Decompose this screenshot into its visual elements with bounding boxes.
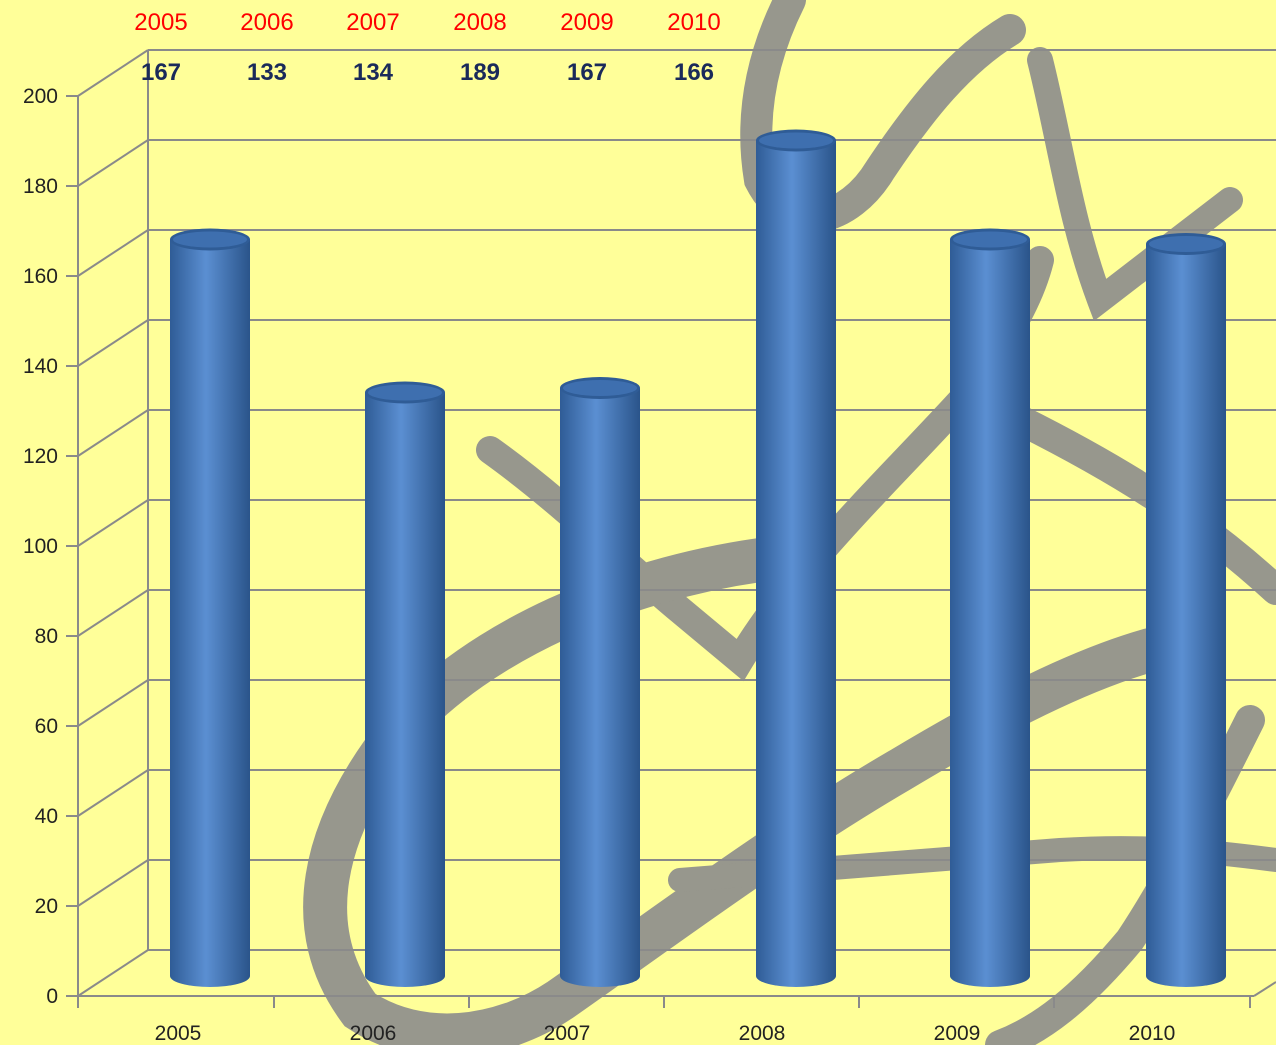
header-value: 134 <box>353 59 394 86</box>
y-axis: 0 20 40 60 80 100 120 140 160 180 200 <box>23 85 79 1008</box>
bar-cap-highlight <box>368 384 442 401</box>
header-year: 2008 <box>453 9 506 36</box>
bar-2008 <box>756 129 836 987</box>
gridline-depth <box>77 949 149 997</box>
bar-cap-highlight <box>563 380 637 396</box>
bar-body <box>365 392 445 987</box>
y-tick-label: 120 <box>23 445 58 468</box>
gridline-depth <box>77 679 149 727</box>
bar-body <box>756 140 836 987</box>
bar-body <box>1146 244 1226 987</box>
gridline-depth <box>77 499 149 547</box>
bars <box>170 129 1226 987</box>
header-year: 2009 <box>560 9 613 36</box>
x-tick-label: 2009 <box>934 1022 981 1045</box>
bar-cap-highlight <box>1149 236 1223 252</box>
header-year: 2006 <box>240 9 293 36</box>
gridline-depth <box>77 229 149 277</box>
header-years: 2005 2006 2007 2008 2009 2010 <box>134 9 720 36</box>
bar-2006 <box>365 381 445 987</box>
y-tick-label: 200 <box>23 85 58 108</box>
header-value: 189 <box>460 59 500 86</box>
y-tick-label: 160 <box>23 265 58 288</box>
x-tick-label: 2008 <box>739 1022 786 1045</box>
x-tick-label: 2005 <box>155 1022 202 1045</box>
y-tick-label: 0 <box>46 985 58 1008</box>
header-values: 167 133 134 189 167 166 <box>141 59 714 86</box>
bar-2010 <box>1146 233 1226 987</box>
gridline-depth <box>77 139 149 187</box>
bar-body <box>950 239 1030 987</box>
y-tick-label: 140 <box>23 355 58 378</box>
header-year: 2005 <box>134 9 187 36</box>
x-tick-label: 2006 <box>350 1022 397 1045</box>
x-axis: 2005 2006 2007 2008 2009 2010 <box>77 981 1276 1045</box>
y-tick-label: 180 <box>23 175 58 198</box>
bar-cap-highlight <box>759 132 833 149</box>
bar-2007 <box>560 377 640 987</box>
gridline-depth <box>77 319 149 367</box>
header-value: 133 <box>247 59 287 86</box>
y-tick-label: 20 <box>35 895 58 918</box>
gridline-depth <box>77 859 149 907</box>
bar-cap-highlight <box>953 231 1027 248</box>
gridline-depth <box>77 49 149 97</box>
bar-2009 <box>950 228 1030 987</box>
y-tick-label: 100 <box>23 535 58 558</box>
y-tick-label: 80 <box>35 625 58 648</box>
gridlines <box>77 49 1276 997</box>
x-tick-label: 2007 <box>544 1022 591 1045</box>
gridline-depth <box>77 769 149 817</box>
bar-body <box>170 239 250 987</box>
y-tick-label: 60 <box>35 715 58 738</box>
header-value: 167 <box>567 59 607 86</box>
gridline-depth <box>77 589 149 637</box>
gridline-depth <box>77 409 149 457</box>
y-tick-label: 40 <box>35 805 58 828</box>
header-year: 2007 <box>346 9 399 36</box>
x-tick-label: 2010 <box>1129 1022 1176 1045</box>
bar-body <box>560 388 640 987</box>
bar-cap-highlight <box>173 231 247 248</box>
bar-2005 <box>170 228 250 987</box>
header-value: 167 <box>141 59 181 86</box>
header-year: 2010 <box>667 9 720 36</box>
header-value: 166 <box>674 59 714 86</box>
floor-depth-edge <box>1253 981 1276 997</box>
